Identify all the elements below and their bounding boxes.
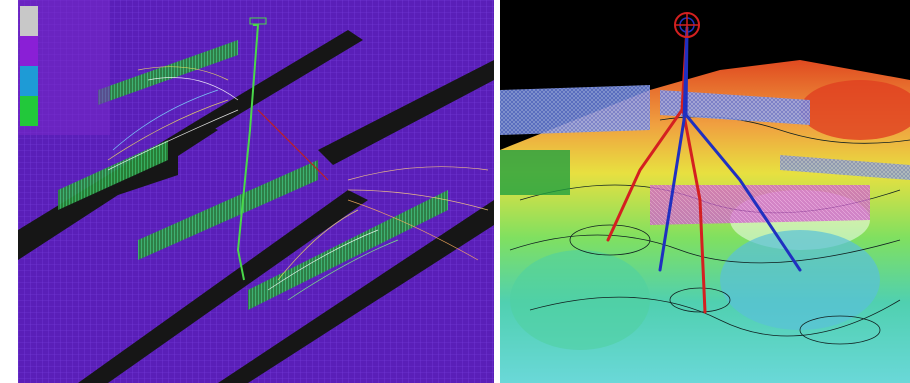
terrain-low-zone (720, 230, 880, 330)
legend-swatch-green (20, 96, 38, 126)
streamlines (107, 66, 489, 301)
legend-swatch-blue (20, 66, 38, 96)
seismic-section (650, 185, 870, 225)
terrain-high-zone (800, 80, 910, 140)
reservoir-grid-view (18, 0, 494, 383)
surface-model-canvas (500, 0, 910, 383)
reservoir-grid-canvas (18, 0, 494, 383)
legend-swatch-purple (20, 36, 38, 66)
legend (18, 0, 110, 135)
seismic-slab (780, 155, 910, 180)
well-label-box (249, 17, 267, 25)
well-trajectory (236, 24, 260, 281)
seismic-slab (660, 90, 810, 125)
seismic-slab (500, 85, 650, 135)
seismic-slab (500, 150, 570, 195)
layer-walls (58, 40, 448, 310)
well-paths (606, 26, 802, 314)
surface-model-view (500, 0, 910, 383)
well-branch (257, 109, 329, 181)
fault-trenches (18, 30, 494, 383)
legend-swatch-gray (20, 6, 38, 36)
wellhead-target-icon (674, 12, 700, 38)
